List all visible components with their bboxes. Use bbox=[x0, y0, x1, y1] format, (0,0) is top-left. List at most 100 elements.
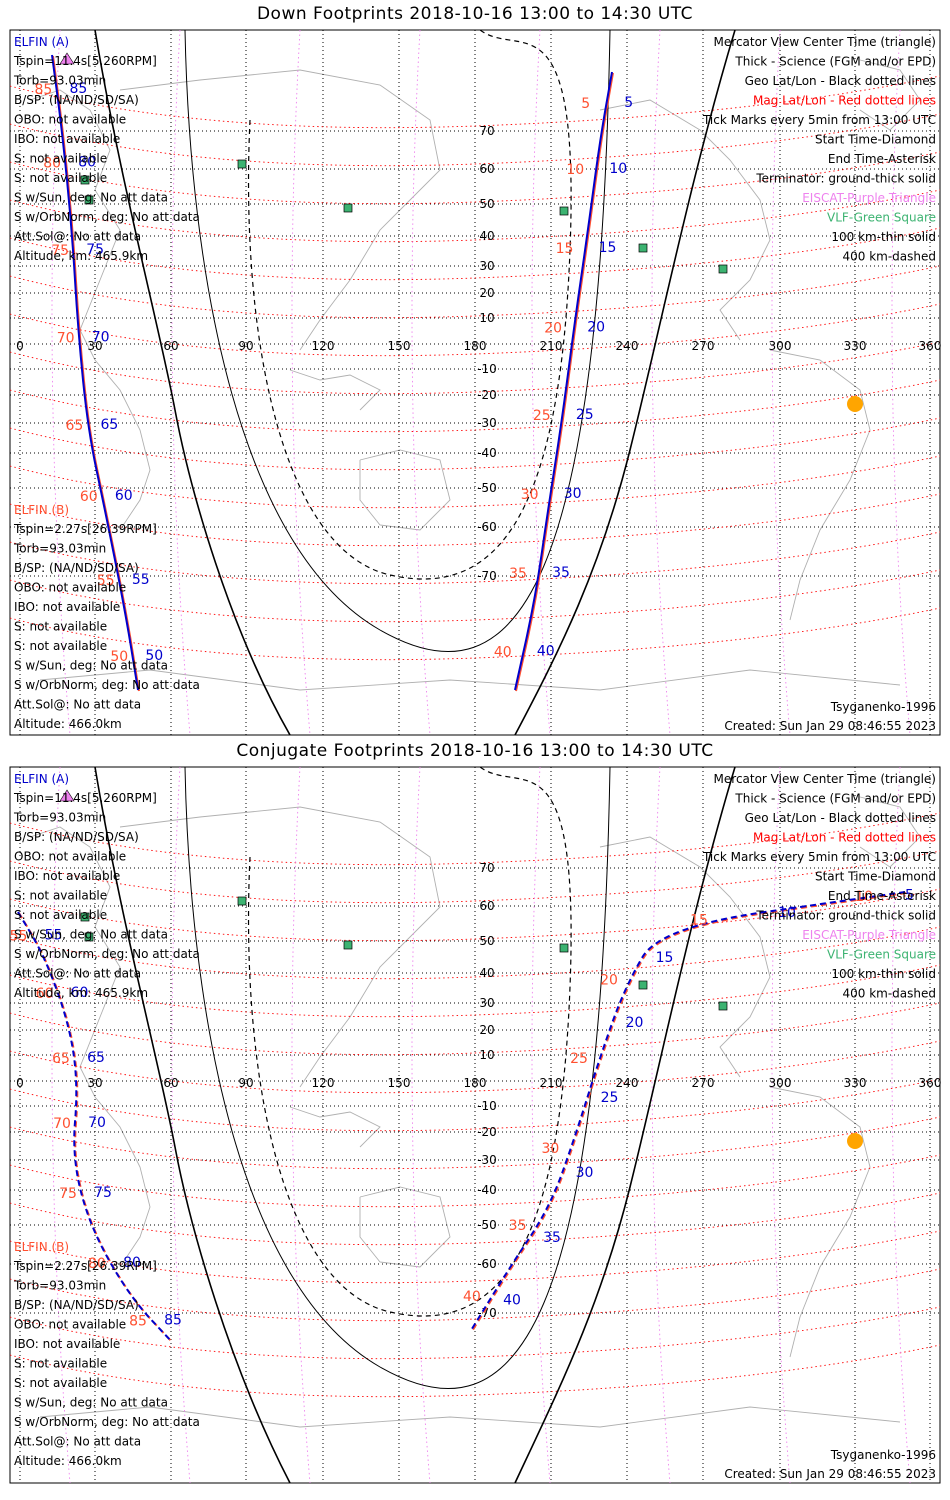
legend-item: 400 km-dashed bbox=[842, 987, 936, 1001]
elfin-b-tick-label: 15 bbox=[556, 241, 574, 257]
created-timestamp: Created: Sun Jan 29 08:46:55 2023 bbox=[724, 1467, 936, 1481]
elfin-b-tick-label: 30 bbox=[521, 487, 539, 503]
elfin-a-track-left bbox=[51, 54, 139, 691]
lat-tick-label: 50 bbox=[479, 934, 494, 948]
elfin-a-tick-label: 60 bbox=[115, 488, 133, 504]
elfin-a-tick-label: 25 bbox=[601, 1090, 619, 1106]
mag-meridian bbox=[51, 30, 71, 735]
elfin-a-tick-label: 15 bbox=[599, 240, 617, 256]
lat-tick-label: -40 bbox=[477, 1183, 497, 1197]
coastline-2 bbox=[289, 369, 381, 411]
conjugate-footprints-map: 0 30 60 90 120 150 180 210 240 270 300 330 360 70 60 50… bbox=[9, 766, 941, 1484]
elfin-b-tick-label: 75 bbox=[59, 1186, 77, 1202]
mag-meridian bbox=[291, 30, 311, 735]
elfin-b-tick-label: 65 bbox=[65, 418, 83, 434]
vlf-station-icon bbox=[559, 943, 569, 953]
legend-item: VLF-Green Square bbox=[827, 211, 936, 225]
elfin-b-tick-label: 35 bbox=[509, 1218, 527, 1234]
coastline-6 bbox=[859, 59, 921, 131]
lon-tick-label: 150 bbox=[388, 339, 411, 353]
elfin-a-tick-label: 20 bbox=[587, 319, 605, 335]
elfin-b-info-line: S: not available bbox=[14, 620, 107, 634]
mag-meridian bbox=[891, 30, 911, 735]
elfin-b-tick-label: 35 bbox=[509, 566, 527, 582]
mag-parallel bbox=[10, 850, 940, 904]
lon-tick-label: 0 bbox=[16, 1076, 24, 1090]
mag-parallel bbox=[10, 1154, 940, 1208]
mag-parallel bbox=[10, 1002, 940, 1056]
lon-tick-label: 90 bbox=[238, 1076, 253, 1090]
elfin-b-info-line: S: not available bbox=[14, 1376, 107, 1390]
mag-parallel bbox=[10, 303, 940, 357]
coastline-5 bbox=[769, 349, 871, 621]
lon-tick-label: 270 bbox=[692, 1076, 715, 1090]
sun-icon bbox=[847, 1133, 863, 1149]
elfin-b-tick-label: 10 bbox=[566, 162, 584, 178]
lon-tick-label: 210 bbox=[540, 339, 563, 353]
elfin-a-info-line: S w/Sun, deg: No att data bbox=[14, 928, 168, 942]
lat-tick-label: 10 bbox=[479, 1048, 494, 1062]
elfin-a-tick-label: 80 bbox=[123, 1255, 141, 1271]
elfin-a-tick-label: 40 bbox=[503, 1293, 521, 1309]
mag-parallel bbox=[10, 455, 940, 509]
legend-item: Mag Lat/Lon - Red dotted lines bbox=[753, 831, 936, 845]
lon-tick-label: 270 bbox=[692, 339, 715, 353]
elfin-b-tick-label: 20 bbox=[600, 972, 618, 988]
elfin-a-info-line: Torb=93.03min bbox=[13, 811, 106, 825]
mag-parallel bbox=[10, 607, 940, 661]
elfin-b-info-line: IBO: not available bbox=[14, 1337, 120, 1351]
elfin-a-info-line: Altitude, km: 465.9km bbox=[14, 249, 148, 263]
mag-parallel bbox=[10, 888, 940, 942]
elfin-b-header: ELFIN (B) bbox=[14, 1240, 69, 1254]
elfin-a-info-line: S: not available bbox=[14, 171, 107, 185]
vlf-station-icon bbox=[638, 980, 648, 990]
elfin-b-info-line: S: not available bbox=[14, 639, 107, 653]
elfin-a-info-line: S w/Sun, deg: No att data bbox=[14, 191, 168, 205]
elfin-a-tick-label: 35 bbox=[552, 565, 570, 581]
vlf-station-icon bbox=[343, 940, 353, 950]
elfin-a-info-line: S w/OrbNorm, deg: No att data bbox=[14, 947, 200, 961]
lat-tick-label: -60 bbox=[477, 1257, 497, 1271]
geo-grid bbox=[10, 767, 940, 1483]
elfin-b-track-right bbox=[470, 892, 907, 1334]
lon-tick-label: 180 bbox=[464, 1076, 487, 1090]
coastline-1 bbox=[119, 69, 441, 351]
lat-tick-label: -60 bbox=[477, 520, 497, 534]
elfin-b-tick-label: 10 bbox=[855, 889, 873, 905]
vlf-station-icon bbox=[718, 264, 728, 274]
elfin-a-info-line: B/SP: (NA/ND/SD/SA) bbox=[14, 830, 139, 844]
mag-parallel bbox=[10, 531, 940, 585]
footprint-tracks bbox=[51, 54, 614, 692]
vlf-station-icon bbox=[84, 932, 94, 942]
elfin-b-tick-label: 40 bbox=[463, 1289, 481, 1305]
elfin-a-tick-label: 65 bbox=[100, 417, 118, 433]
lon-tick-label: 30 bbox=[87, 1076, 102, 1090]
lat-tick-label: -40 bbox=[477, 446, 497, 460]
lon-tick-label: 30 bbox=[87, 339, 102, 353]
mag-parallel bbox=[10, 812, 940, 866]
elfin-b-info-line: B/SP: (NA/ND/SD/SA) bbox=[14, 561, 139, 575]
model-label: Tsyganenko-1996 bbox=[830, 1448, 936, 1462]
legend-item: 100 km-thin solid bbox=[831, 230, 936, 244]
elfin-b-track-right bbox=[515, 72, 614, 692]
mag-parallel bbox=[10, 1078, 940, 1132]
mag-parallel bbox=[10, 1040, 940, 1094]
legend-item: Tick Marks every 5min from 13:00 UTC bbox=[702, 113, 936, 127]
elfin-b-info-line: Att.Sol@: No att data bbox=[14, 698, 141, 712]
elfin-a-track-right bbox=[469, 891, 906, 1333]
vlf-station-icon bbox=[237, 896, 247, 906]
lat-tick-label: -20 bbox=[477, 1125, 497, 1139]
mag-parallel bbox=[10, 265, 940, 319]
legend-item: Thick - Science (FGM and/or EPD) bbox=[734, 792, 936, 806]
elfin-a-tick-label: 30 bbox=[576, 1165, 594, 1181]
mag-parallel bbox=[10, 1192, 940, 1246]
mag-parallel bbox=[10, 75, 940, 129]
coastline-0 bbox=[29, 826, 151, 1268]
elfin-b-tick-label: 70 bbox=[53, 1116, 71, 1132]
legend-item: Start Time-Diamond bbox=[815, 133, 936, 147]
panel-2-title: Conjugate Footprints 2018-10-16 13:00 to… bbox=[236, 741, 714, 761]
lat-tick-label: 10 bbox=[479, 311, 494, 325]
lon-tick-label: 300 bbox=[769, 339, 792, 353]
elfin-b-info-line: B/SP: (NA/ND/SD/SA) bbox=[14, 1298, 139, 1312]
axis-labels: 0 30 60 90 120 150 180 210 240 270 300 330 360 70 60 50… bbox=[16, 861, 941, 1320]
